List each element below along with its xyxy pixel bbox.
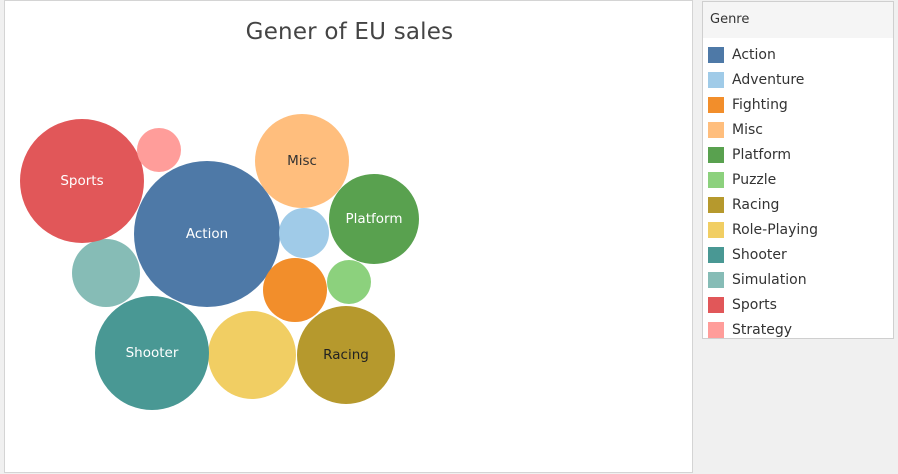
legend-item-sports[interactable]: Sports — [703, 292, 893, 317]
legend-item-platform[interactable]: Platform — [703, 142, 893, 167]
bubble-chart: Action Misc Platform Racing Shooter Sports — [20, 114, 419, 410]
legend-swatch-platform — [708, 146, 724, 163]
legend-items: Action Adventure Fighting Misc Platform Puzzl… — [703, 42, 893, 342]
legend-swatch-racing — [708, 196, 724, 213]
legend-label: Racing — [732, 196, 780, 213]
bubble-label-misc: Misc — [287, 153, 317, 169]
legend-label: Action — [732, 46, 776, 63]
legend-label: Platform — [732, 146, 792, 163]
legend-label: Misc — [732, 121, 763, 138]
legend-swatch-puzzle — [708, 171, 724, 188]
legend-item-fighting[interactable]: Fighting — [703, 92, 893, 117]
legend-swatch-shooter — [708, 246, 724, 263]
bubble-label-racing: Racing — [323, 347, 369, 363]
legend-item-strategy[interactable]: Strategy — [703, 317, 893, 342]
bubble-platform[interactable] — [329, 174, 419, 264]
chart-title: Gener of EU sales — [245, 19, 454, 45]
legend-item-action[interactable]: Action — [703, 42, 893, 67]
bubble-racing[interactable] — [297, 306, 395, 404]
legend-item-misc[interactable]: Misc — [703, 117, 893, 142]
legend-panel: Genre Action Adventure Fighting Misc Platfor… — [702, 1, 894, 339]
legend-item-shooter[interactable]: Shooter — [703, 242, 893, 267]
legend-swatch-adventure — [708, 71, 724, 88]
legend-label: Fighting — [732, 96, 788, 113]
legend-item-adventure[interactable]: Adventure — [703, 67, 893, 92]
legend-item-racing[interactable]: Racing — [703, 192, 893, 217]
legend-swatch-simulation — [708, 271, 724, 288]
legend-swatch-strategy — [708, 321, 724, 338]
bubble-adventure[interactable] — [279, 208, 329, 258]
bubble-puzzle[interactable] — [327, 260, 371, 304]
bubble-sports[interactable] — [20, 119, 144, 243]
legend-label: Simulation — [732, 271, 807, 288]
bubble-action[interactable] — [134, 161, 280, 307]
legend-item-puzzle[interactable]: Puzzle — [703, 167, 893, 192]
legend-label: Sports — [732, 296, 777, 313]
bubble-fighting[interactable] — [263, 258, 327, 322]
legend-swatch-misc — [708, 121, 724, 138]
legend-label: Puzzle — [732, 171, 777, 188]
legend-title: Genre — [703, 2, 893, 38]
chart-panel: Gener of EU sales Action Misc Platform Raci… — [4, 0, 693, 473]
legend-swatch-fighting — [708, 96, 724, 113]
bubble-misc[interactable] — [255, 114, 349, 208]
bubble-label-action: Action — [186, 226, 228, 242]
legend-item-simulation[interactable]: Simulation — [703, 267, 893, 292]
legend-swatch-sports — [708, 296, 724, 313]
legend-swatch-role-playing — [708, 221, 724, 238]
bubble-strategy[interactable] — [137, 128, 181, 172]
bubble-label-platform: Platform — [346, 211, 403, 227]
legend-label: Shooter — [732, 246, 787, 263]
bubble-role-playing[interactable] — [208, 311, 296, 399]
legend-item-role-playing[interactable]: Role-Playing — [703, 217, 893, 242]
legend-label: Role-Playing — [732, 221, 819, 238]
bubble-shooter[interactable] — [95, 296, 209, 410]
bubble-label-shooter: Shooter — [126, 345, 179, 361]
legend-swatch-action — [708, 46, 724, 63]
legend-label: Adventure — [732, 71, 805, 88]
legend-label: Strategy — [732, 321, 792, 338]
bubble-simulation[interactable] — [72, 239, 140, 307]
bubble-label-sports: Sports — [60, 173, 103, 189]
